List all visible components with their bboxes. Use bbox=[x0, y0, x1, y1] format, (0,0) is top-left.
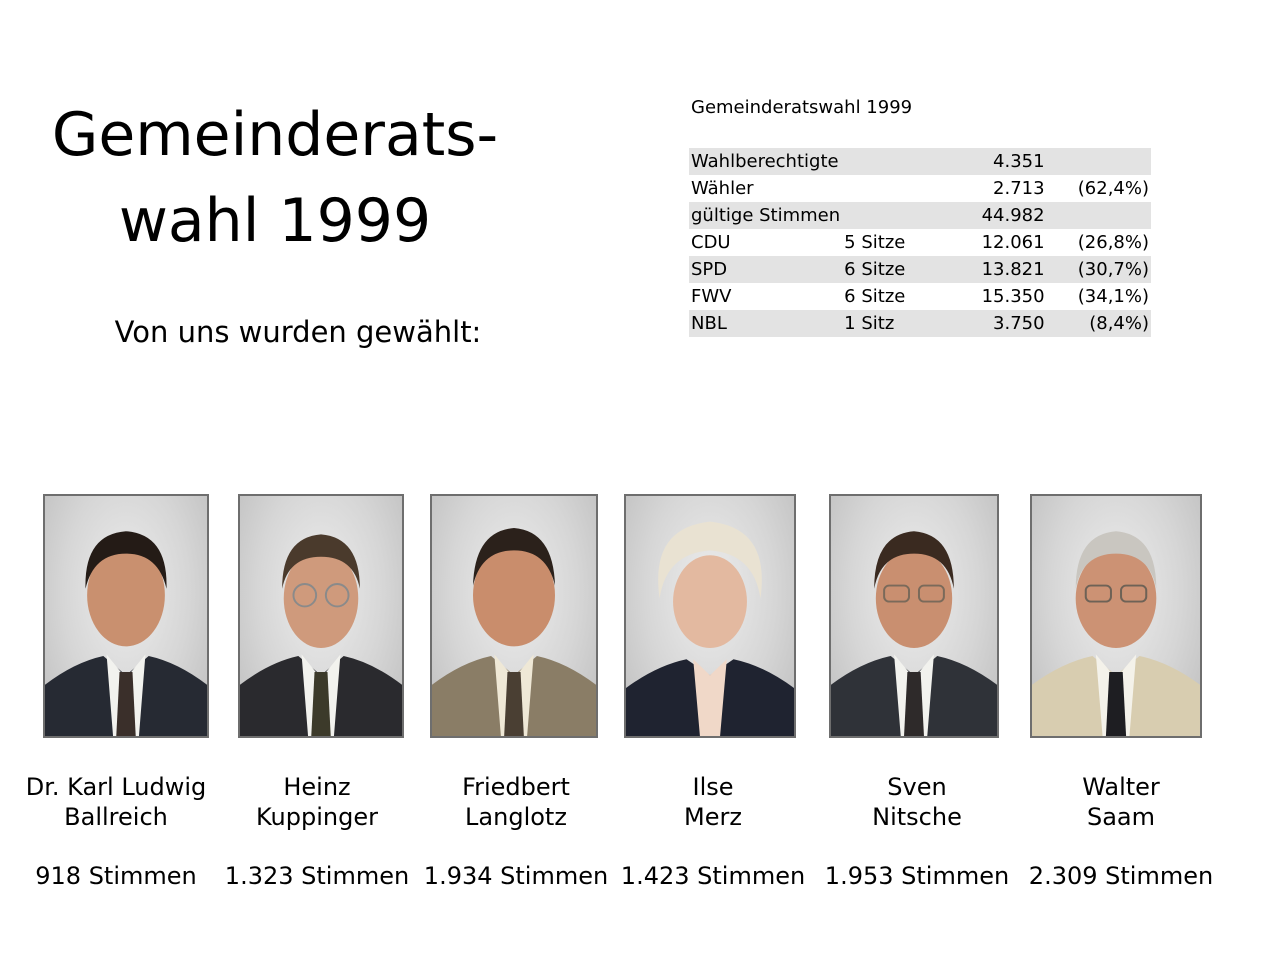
table-row: Wahlberechtigte 4.351 bbox=[689, 148, 1151, 175]
row-percent: (62,4%) bbox=[1077, 178, 1149, 199]
row-value: 12.061 bbox=[981, 232, 1045, 253]
row-percent: (8,4%) bbox=[1046, 310, 1151, 337]
row-seats: 1 Sitz bbox=[842, 310, 937, 337]
row-label: Wahlberechtigte bbox=[689, 148, 843, 175]
candidate-first-name: Friedbert bbox=[462, 773, 570, 801]
row-value: 3.750 bbox=[936, 310, 1047, 337]
person-silhouette-icon bbox=[432, 528, 596, 736]
candidate-last-name: Nitsche bbox=[872, 803, 962, 831]
row-label: FWV bbox=[691, 286, 732, 307]
candidate-first-name: Dr. Karl Ludwig bbox=[25, 773, 207, 801]
results-caption: Gemeinderatswahl 1999 bbox=[691, 97, 913, 118]
results-table: Wahlberechtigte 4.351 Wähler 2.713 (62,4… bbox=[689, 148, 1151, 337]
candidate-last-name: Ballreich bbox=[64, 803, 168, 831]
candidate-name: Ilse Merz bbox=[613, 772, 813, 832]
portrait-photo bbox=[238, 494, 404, 738]
page-title-line-2: wahl 1999 bbox=[118, 186, 432, 256]
candidate-name: Dr. Karl Ludwig Ballreich bbox=[16, 772, 216, 832]
row-percent: (30,7%) bbox=[1046, 256, 1151, 283]
person-silhouette-icon bbox=[1032, 531, 1200, 736]
candidate-votes: 1.423 Stimmen bbox=[620, 862, 806, 890]
portrait-photo bbox=[1030, 494, 1202, 738]
row-seats bbox=[842, 148, 937, 175]
person-silhouette-icon bbox=[831, 531, 997, 736]
row-label: gültige Stimmen bbox=[689, 202, 843, 229]
candidate-votes: 2.309 Stimmen bbox=[1028, 862, 1214, 890]
table-row: NBL 1 Sitz 3.750 (8,4%) bbox=[689, 310, 1151, 337]
row-value: 44.982 bbox=[936, 202, 1047, 229]
row-seats: 6 Sitze bbox=[842, 256, 937, 283]
candidate-votes: 1.323 Stimmen bbox=[224, 862, 410, 890]
page-title-line-1: Gemeinderats- bbox=[51, 100, 499, 170]
table-row: gültige Stimmen 44.982 bbox=[689, 202, 1151, 229]
candidate-votes: 1.953 Stimmen bbox=[824, 862, 1010, 890]
candidate-name: Sven Nitsche bbox=[817, 772, 1017, 832]
candidate-name: Heinz Kuppinger bbox=[217, 772, 417, 832]
portrait-photo bbox=[624, 494, 796, 738]
portrait-photo bbox=[43, 494, 209, 738]
portrait-photo bbox=[829, 494, 999, 738]
candidate-name: Walter Saam bbox=[1021, 772, 1221, 832]
person-silhouette-icon bbox=[240, 534, 402, 736]
row-percent: (26,8%) bbox=[1077, 232, 1149, 253]
row-value: 15.350 bbox=[981, 286, 1045, 307]
row-value: 13.821 bbox=[936, 256, 1047, 283]
candidate-last-name: Merz bbox=[684, 803, 742, 831]
row-label: CDU bbox=[691, 232, 731, 253]
row-seats bbox=[842, 202, 937, 229]
row-value: 2.713 bbox=[993, 178, 1045, 199]
row-value: 4.351 bbox=[936, 148, 1047, 175]
candidate-votes: 918 Stimmen bbox=[35, 862, 197, 890]
candidate-first-name: Ilse bbox=[692, 773, 734, 801]
table-row: Wähler 2.713 (62,4%) bbox=[689, 175, 1151, 202]
table-row: FWV 6 Sitze 15.350 (34,1%) bbox=[689, 283, 1151, 310]
table-row: CDU 5 Sitze 12.061 (26,8%) bbox=[689, 229, 1151, 256]
row-percent: (34,1%) bbox=[1077, 286, 1149, 307]
row-percent bbox=[1046, 148, 1151, 175]
candidate-votes: 1.934 Stimmen bbox=[423, 862, 609, 890]
row-seats: 5 Sitze bbox=[844, 232, 906, 253]
row-seats bbox=[842, 175, 936, 202]
candidate-first-name: Heinz bbox=[283, 773, 351, 801]
candidate-last-name: Saam bbox=[1086, 803, 1156, 831]
person-silhouette-icon bbox=[45, 531, 207, 736]
row-label: Wähler bbox=[691, 178, 754, 199]
person-silhouette-icon bbox=[626, 521, 794, 736]
table-row: SPD 6 Sitze 13.821 (30,7%) bbox=[689, 256, 1151, 283]
row-percent bbox=[1046, 202, 1151, 229]
subtitle: Von uns wurden gewählt: bbox=[114, 315, 482, 349]
candidate-first-name: Sven bbox=[887, 773, 947, 801]
row-label: SPD bbox=[689, 256, 843, 283]
row-label: NBL bbox=[689, 310, 843, 337]
row-seats: 6 Sitze bbox=[844, 286, 906, 307]
page-title: Gemeinderats- wahl 1999 bbox=[40, 92, 510, 264]
candidate-last-name: Kuppinger bbox=[256, 803, 378, 831]
candidate-first-name: Walter bbox=[1082, 773, 1160, 801]
candidate-name: Friedbert Langlotz bbox=[416, 772, 616, 832]
portrait-photo bbox=[430, 494, 598, 738]
candidate-last-name: Langlotz bbox=[465, 803, 567, 831]
